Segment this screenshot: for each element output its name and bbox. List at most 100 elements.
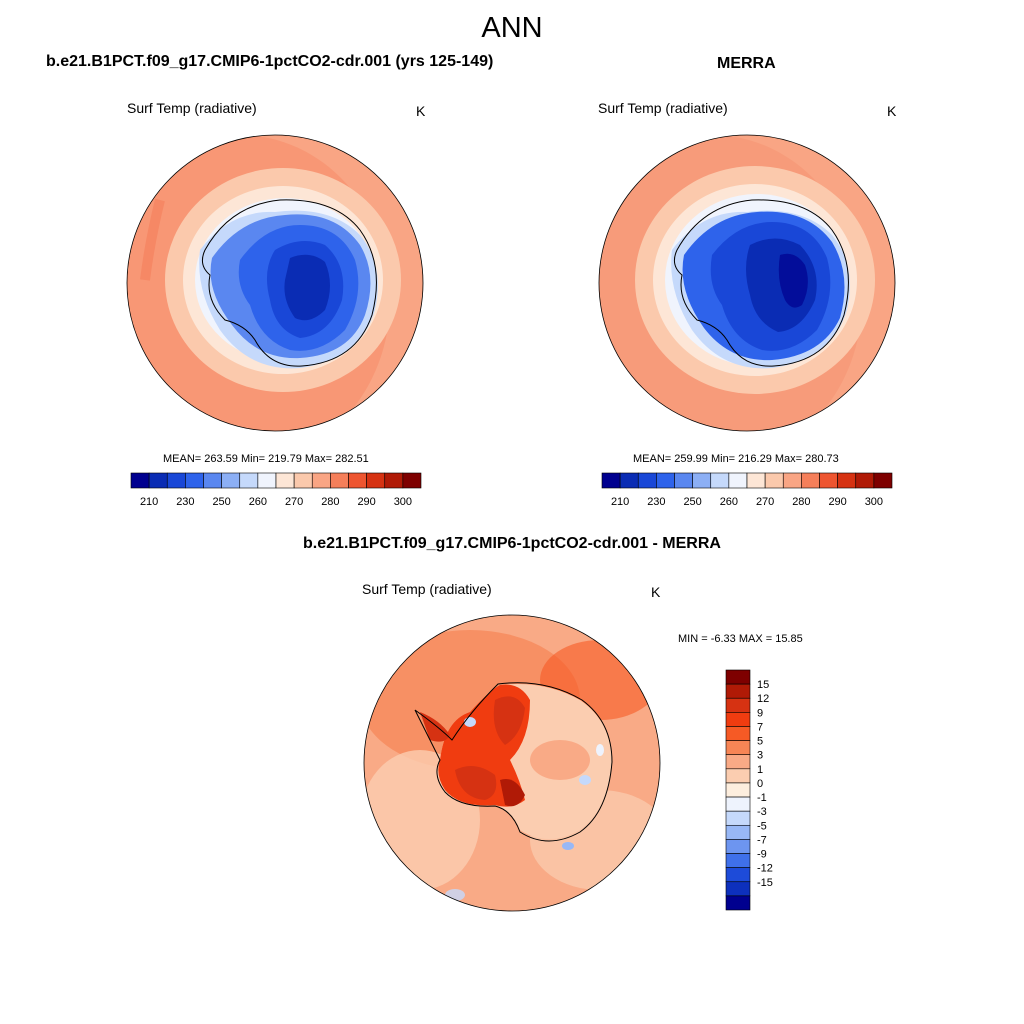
- diff-colorbar-tick-label: -5: [757, 820, 767, 832]
- right-colorbar-swatch: [637, 472, 657, 489]
- diff-colorbar-swatch: [725, 683, 751, 699]
- left-colorbar-swatch: [257, 472, 277, 489]
- right-colorbar-swatch: [692, 472, 712, 489]
- diff-stats: MIN = -6.33 MAX = 15.85: [678, 633, 803, 645]
- left-variable-label: Surf Temp (radiative): [127, 100, 257, 116]
- diff-colorbar-swatch: [725, 824, 751, 840]
- diff-colorbar-tick-label: -9: [757, 849, 767, 861]
- diff-colorbar-swatch: [725, 810, 751, 826]
- diff-colorbar-swatch: [725, 697, 751, 713]
- diff-colorbar-swatch: [725, 712, 751, 727]
- right-colorbar-swatch: [728, 472, 748, 489]
- left-colorbar-tick-label: 260: [249, 496, 267, 508]
- right-map: [599, 135, 895, 431]
- diff-colorbar-tick-label: 3: [757, 750, 763, 762]
- diff-colorbar-swatch: [725, 895, 751, 911]
- right-colorbar-tick-label: 260: [720, 496, 738, 508]
- left-colorbar-swatch: [311, 472, 331, 489]
- diff-colorbar-tick-label: -3: [757, 806, 767, 818]
- right-colorbar-swatch: [746, 472, 766, 489]
- diff-colorbar-swatch: [725, 839, 751, 854]
- diff-colorbar-tick-label: 5: [757, 736, 763, 748]
- diff-colorbar-tick-label: 12: [757, 693, 769, 705]
- diff-colorbar-swatch: [725, 853, 751, 868]
- diff-colorbar-swatch: [725, 726, 751, 741]
- right-colorbar-swatch: [764, 472, 784, 489]
- right-colorbar-swatch: [656, 472, 675, 489]
- left-colorbar-swatch: [348, 472, 367, 489]
- diff-colorbar-swatch: [725, 768, 751, 784]
- right-colorbar-tick-label: 280: [792, 496, 810, 508]
- left-colorbar-tick-label: 290: [357, 496, 375, 508]
- diff-colorbar-tick-label: 7: [757, 721, 763, 733]
- left-colorbar-swatch: [221, 472, 241, 489]
- right-colorbar-swatch: [801, 472, 820, 489]
- diff-variable-label: Surf Temp (radiative): [362, 581, 492, 597]
- left-colorbar-tick-label: 280: [321, 496, 339, 508]
- diff-colorbar-swatch: [725, 669, 751, 685]
- left-colorbar-swatch: [148, 472, 168, 489]
- right-panel-title: MERRA: [717, 55, 776, 72]
- right-colorbar-tick-label: 250: [683, 496, 701, 508]
- right-colorbar: 210 230 250 260 270 280 290 300: [601, 472, 893, 508]
- left-units-label: K: [416, 103, 426, 119]
- right-colorbar-swatch: [601, 472, 621, 489]
- diff-colorbar-swatch: [725, 740, 751, 756]
- diff-colorbar-swatch: [725, 782, 751, 798]
- right-colorbar-swatch: [619, 472, 639, 489]
- left-colorbar-tick-label: 300: [394, 496, 412, 508]
- right-colorbar-tick-label: 270: [756, 496, 774, 508]
- left-colorbar-swatch: [384, 472, 404, 489]
- left-colorbar-tick-label: 210: [140, 496, 158, 508]
- diff-colorbar-tick-label: 9: [757, 707, 763, 719]
- left-colorbar-swatch: [275, 472, 295, 489]
- left-colorbar-swatch: [366, 472, 386, 489]
- right-colorbar-swatch: [873, 472, 893, 489]
- diff-colorbar-tick-label: 15: [757, 679, 769, 691]
- left-colorbar-swatch: [239, 472, 259, 489]
- left-colorbar-swatch: [130, 472, 150, 489]
- left-stats: MEAN= 263.59 Min= 219.79 Max= 282.51: [163, 453, 369, 465]
- right-colorbar-swatch: [819, 472, 838, 489]
- left-map: [127, 135, 423, 431]
- right-colorbar-tick-label: 290: [828, 496, 846, 508]
- diff-panel-title: b.e21.B1PCT.f09_g17.CMIP6-1pctCO2-cdr.00…: [303, 535, 721, 552]
- right-colorbar-tick-label: 300: [865, 496, 883, 508]
- left-map-border: [126, 134, 424, 432]
- left-colorbar-swatch: [166, 472, 186, 489]
- left-colorbar-swatch: [185, 472, 204, 489]
- left-colorbar: 210 230 250 260 270 280 290 300: [130, 472, 422, 508]
- right-units-label: K: [887, 103, 897, 119]
- right-colorbar-tick-label: 230: [647, 496, 665, 508]
- diff-colorbar: 15 12 9 7 5 3 1 0 -1 -3 -5 -7 -9 -12 -15: [725, 669, 773, 911]
- diff-colorbar-swatch: [725, 796, 751, 812]
- right-map-border: [598, 134, 896, 432]
- diff-units-label: K: [651, 584, 661, 600]
- right-colorbar-tick-label: 210: [611, 496, 629, 508]
- diff-colorbar-tick-label: -1: [757, 792, 767, 804]
- diff-colorbar-tick-label: 1: [757, 764, 763, 776]
- left-colorbar-tick-label: 270: [285, 496, 303, 508]
- right-variable-label: Surf Temp (radiative): [598, 100, 728, 116]
- diff-map: [364, 615, 660, 911]
- figure-title: ANN: [481, 12, 543, 44]
- left-panel-title: b.e21.B1PCT.f09_g17.CMIP6-1pctCO2-cdr.00…: [46, 53, 494, 70]
- diff-colorbar-tick-label: -15: [757, 877, 773, 889]
- left-colorbar-swatch: [293, 472, 313, 489]
- diff-colorbar-swatch: [725, 881, 751, 897]
- left-colorbar-swatch: [203, 472, 222, 489]
- right-stats: MEAN= 259.99 Min= 216.29 Max= 280.73: [633, 453, 839, 465]
- right-colorbar-swatch: [674, 472, 693, 489]
- left-colorbar-tick-label: 250: [212, 496, 230, 508]
- right-colorbar-swatch: [710, 472, 730, 489]
- diff-colorbar-swatch: [725, 754, 751, 770]
- diff-colorbar-tick-label: -12: [757, 863, 773, 875]
- diff-map-border: [363, 614, 661, 912]
- right-colorbar-swatch: [837, 472, 857, 489]
- diff-colorbar-swatch: [725, 867, 751, 883]
- left-colorbar-swatch: [402, 472, 422, 489]
- left-colorbar-swatch: [330, 472, 349, 489]
- diff-colorbar-tick-label: 0: [757, 778, 763, 790]
- right-colorbar-swatch: [855, 472, 875, 489]
- right-colorbar-swatch: [782, 472, 802, 489]
